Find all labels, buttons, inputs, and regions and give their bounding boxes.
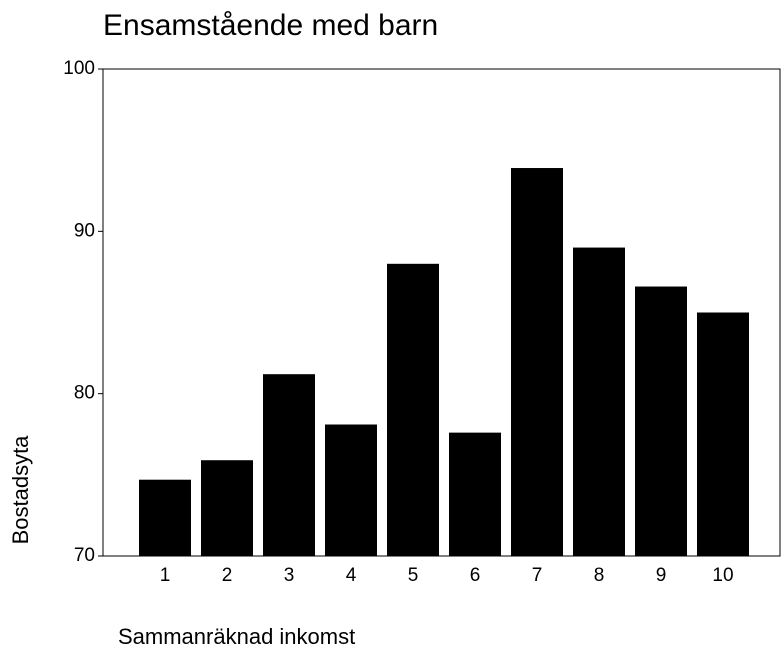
chart-title: Ensamstående med barn bbox=[103, 9, 438, 42]
x-axis-label: Sammanräknad inkomst bbox=[118, 624, 355, 649]
plot-frame bbox=[102, 68, 781, 557]
bar bbox=[635, 286, 687, 556]
y-axis-label: Bostadsyta bbox=[8, 435, 33, 545]
bar bbox=[325, 424, 377, 556]
x-tick-label: 8 bbox=[594, 565, 605, 586]
bar bbox=[263, 374, 315, 556]
bar bbox=[387, 263, 439, 556]
bar bbox=[697, 312, 749, 556]
x-tick-label: 10 bbox=[712, 565, 733, 586]
bar bbox=[449, 432, 501, 556]
y-tick-label: 100 bbox=[63, 58, 95, 79]
x-tick-label: 9 bbox=[656, 565, 667, 586]
x-tick-label: 3 bbox=[284, 565, 295, 586]
x-tick-label: 5 bbox=[408, 565, 419, 586]
x-tick-label: 4 bbox=[346, 565, 357, 586]
x-tick-label: 1 bbox=[160, 565, 171, 586]
bar bbox=[511, 168, 563, 557]
x-tick-label: 6 bbox=[470, 565, 481, 586]
x-tick-label: 7 bbox=[532, 565, 543, 586]
x-tick-label: 2 bbox=[222, 565, 233, 586]
y-tick-label: 70 bbox=[74, 545, 95, 566]
bar bbox=[139, 479, 191, 556]
y-tick-label: 80 bbox=[74, 383, 95, 404]
bar bbox=[201, 460, 253, 556]
bar bbox=[573, 247, 625, 557]
y-tick-label: 90 bbox=[74, 220, 95, 241]
